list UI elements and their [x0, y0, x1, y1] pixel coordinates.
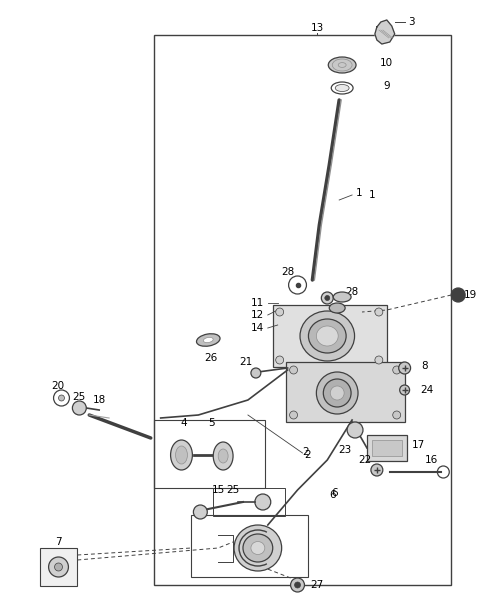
Circle shape	[276, 308, 284, 316]
Text: 14: 14	[251, 323, 264, 333]
Text: 16: 16	[425, 455, 438, 465]
Text: 6: 6	[329, 490, 336, 500]
Circle shape	[371, 464, 383, 476]
Ellipse shape	[300, 311, 355, 361]
Ellipse shape	[251, 541, 265, 555]
Circle shape	[347, 422, 363, 438]
Text: 6: 6	[331, 488, 337, 498]
Circle shape	[451, 288, 465, 302]
Circle shape	[289, 366, 298, 374]
Text: 2: 2	[304, 450, 311, 460]
Text: 18: 18	[93, 395, 106, 405]
Bar	[213, 488, 285, 516]
Circle shape	[193, 505, 207, 519]
Ellipse shape	[316, 372, 358, 414]
Text: 23: 23	[338, 445, 352, 455]
Ellipse shape	[325, 296, 330, 301]
Text: 3: 3	[408, 17, 415, 27]
Bar	[154, 420, 265, 488]
Ellipse shape	[213, 442, 233, 470]
Ellipse shape	[329, 303, 345, 313]
Text: 7: 7	[55, 537, 62, 547]
Polygon shape	[375, 20, 395, 44]
Text: 10: 10	[380, 58, 393, 68]
Bar	[154, 35, 451, 585]
Ellipse shape	[218, 449, 228, 463]
Text: 9: 9	[384, 81, 390, 91]
Circle shape	[290, 578, 304, 592]
Ellipse shape	[176, 446, 188, 464]
Text: 24: 24	[420, 385, 433, 395]
Circle shape	[393, 366, 401, 374]
Text: 2: 2	[302, 447, 309, 457]
Bar	[192, 515, 309, 577]
Text: 28: 28	[346, 287, 359, 297]
Text: 8: 8	[421, 361, 428, 371]
Text: 5: 5	[208, 418, 215, 428]
Bar	[40, 548, 77, 586]
Ellipse shape	[324, 379, 351, 407]
Text: 21: 21	[240, 357, 252, 367]
Bar	[273, 305, 387, 367]
Text: 4: 4	[180, 418, 187, 428]
Circle shape	[393, 411, 401, 419]
Ellipse shape	[330, 386, 344, 400]
Circle shape	[55, 563, 62, 571]
Ellipse shape	[333, 292, 351, 302]
Ellipse shape	[243, 534, 273, 562]
Circle shape	[59, 395, 64, 401]
Text: 13: 13	[311, 23, 324, 33]
Text: 1: 1	[369, 190, 375, 200]
Ellipse shape	[204, 337, 213, 343]
Text: 15: 15	[212, 485, 225, 495]
Text: 12: 12	[251, 310, 264, 320]
Circle shape	[251, 368, 261, 378]
Circle shape	[276, 356, 284, 364]
Ellipse shape	[170, 440, 192, 470]
Bar	[286, 362, 405, 422]
Text: 27: 27	[311, 580, 324, 590]
Text: 11: 11	[251, 298, 264, 308]
Text: 17: 17	[412, 440, 425, 450]
Ellipse shape	[309, 319, 346, 353]
Bar	[367, 435, 407, 461]
Ellipse shape	[316, 326, 338, 346]
Text: 20: 20	[51, 381, 64, 391]
Circle shape	[399, 362, 410, 374]
Text: 26: 26	[204, 353, 218, 363]
Ellipse shape	[335, 84, 349, 92]
Circle shape	[375, 308, 383, 316]
Text: 19: 19	[464, 290, 478, 300]
Text: 28: 28	[281, 267, 294, 277]
Circle shape	[48, 557, 69, 577]
Circle shape	[289, 411, 298, 419]
Circle shape	[375, 356, 383, 364]
Text: 22: 22	[359, 455, 372, 465]
Bar	[372, 440, 402, 456]
Ellipse shape	[234, 525, 282, 571]
Circle shape	[255, 494, 271, 510]
Ellipse shape	[328, 57, 356, 73]
Circle shape	[295, 582, 300, 588]
Text: 1: 1	[356, 188, 362, 198]
Ellipse shape	[196, 334, 220, 346]
Text: 25: 25	[72, 392, 86, 402]
Ellipse shape	[321, 292, 333, 304]
Circle shape	[400, 385, 409, 395]
Text: 25: 25	[227, 485, 240, 495]
Circle shape	[72, 401, 86, 415]
